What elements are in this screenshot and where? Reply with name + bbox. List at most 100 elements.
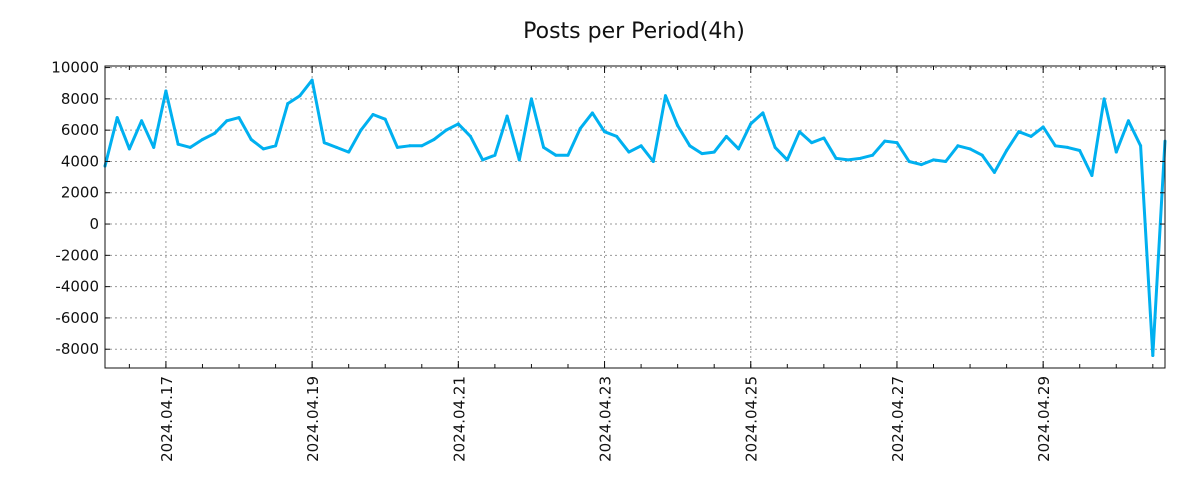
y-tick-label: 0 [89,215,99,233]
data-point [724,134,728,138]
data-point [127,147,131,151]
data-point [298,94,302,98]
data-point [651,159,655,163]
data-point [603,130,607,134]
data-point [956,144,960,148]
data-point [395,145,399,149]
data-point [432,138,436,142]
data-point [420,144,424,148]
data-point [310,78,314,82]
data-point [810,141,814,145]
data-point [529,97,533,101]
data-point [615,134,619,138]
series-line [103,78,1167,357]
y-tick-label: 10000 [51,59,99,77]
data-point [505,114,509,118]
data-point [834,156,838,160]
data-point [469,134,473,138]
data-point [822,136,826,140]
x-tick-label: 2024.04.25 [743,376,761,462]
data-point [895,141,899,145]
y-tick-label: -2000 [55,246,99,264]
data-point [785,158,789,162]
data-point [858,156,862,160]
data-point [261,147,265,151]
data-point [371,113,375,117]
data-point [188,145,192,149]
data-point [249,138,253,142]
data-point [919,163,923,167]
x-tick-label: 2024.04.23 [597,376,615,462]
data-point [676,123,680,127]
data-point [1139,144,1143,148]
data-point [968,147,972,151]
data-point [164,89,168,93]
data-point [1053,144,1057,148]
data-point [1017,130,1021,134]
series-layer [103,78,1167,357]
data-point [688,144,692,148]
y-tick-label: -8000 [55,340,99,358]
data-point [493,153,497,157]
data-point [237,116,241,120]
data-point [627,150,631,154]
x-axis: 2024.04.17 2024.04.19 2024.04.21 2024.04.23… [128,66,1154,462]
data-point [907,159,911,163]
data-point [1114,150,1118,154]
data-point [1126,119,1130,123]
y-axis: 10000 8000 6000 4000 2000 0 -2000 -4000 -6000 -80… [51,59,1165,358]
x-tick-label: 2024.04.17 [158,376,176,462]
data-point [542,145,546,149]
data-point [944,159,948,163]
data-point [1066,145,1070,149]
y-tick-label: 8000 [61,90,99,108]
data-point [663,94,667,98]
data-point [1029,134,1033,138]
data-point [456,122,460,126]
data-point [408,144,412,148]
data-point [992,170,996,174]
data-point [152,145,156,149]
y-tick-label: -4000 [55,278,99,296]
data-point [176,142,180,146]
data-point [700,152,704,156]
y-tick-label: 4000 [61,152,99,170]
y-tick-label: 6000 [61,121,99,139]
data-point [213,131,217,135]
data-point [1078,148,1082,152]
data-point [322,141,326,145]
data-point [980,153,984,157]
data-point [481,158,485,162]
data-point [554,153,558,157]
data-point [115,116,119,120]
data-point [334,145,338,149]
data-point [1041,125,1045,129]
data-point [737,147,741,151]
x-tick-label: 2024.04.29 [1035,376,1053,462]
data-point [383,117,387,121]
y-tick-label: -6000 [55,309,99,327]
data-point [140,119,144,123]
data-point [846,158,850,162]
data-point [749,122,753,126]
data-point [517,158,521,162]
data-point [566,153,570,157]
data-point [444,128,448,132]
data-point [871,153,875,157]
data-point [932,158,936,162]
data-point [578,127,582,131]
grid [105,66,1165,368]
data-point [1090,174,1094,178]
data-point [1151,353,1155,357]
data-point [286,102,290,106]
data-point [797,130,801,134]
x-tick-label: 2024.04.19 [304,376,322,462]
data-point [347,150,351,154]
data-point [359,128,363,132]
data-point [590,111,594,115]
data-point [712,150,716,154]
plot-frame [104,65,1166,369]
data-point [200,138,204,142]
data-point [761,111,765,115]
data-point [883,139,887,143]
